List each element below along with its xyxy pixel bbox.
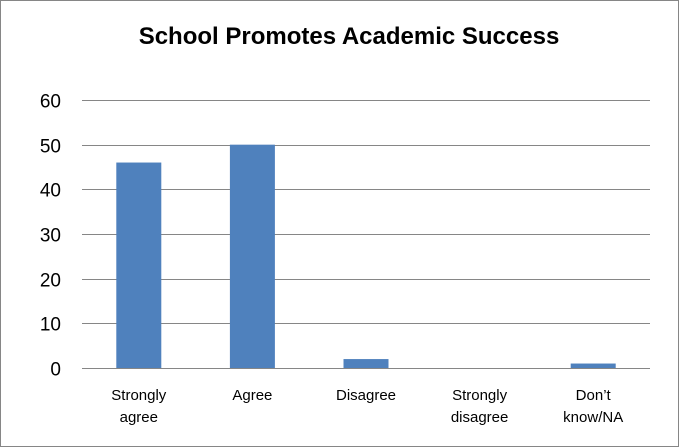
bars [116, 144, 616, 368]
y-tick-label: 50 [40, 137, 61, 158]
x-tick-label: Strongly disagree [451, 387, 509, 426]
y-tick-label: 10 [40, 315, 61, 336]
x-axis-ticks: Strongly agree Agree Disagree Strongly disagr… [111, 387, 623, 426]
x-tick-label: Strongly agree [111, 387, 167, 426]
bar [116, 162, 162, 368]
chart-title: School Promotes Academic Success [139, 23, 560, 50]
x-tick-label: Agree [232, 387, 272, 404]
y-axis-ticks: 0 10 20 30 40 50 60 [40, 92, 61, 381]
bar [570, 363, 616, 368]
y-tick-label: 60 [40, 92, 61, 113]
x-tick-label: Don’t know/NA [563, 387, 623, 426]
y-tick-label: 40 [40, 181, 61, 202]
y-tick-label: 30 [40, 226, 61, 247]
x-tick-label: Disagree [336, 387, 396, 404]
gridlines [82, 100, 650, 369]
bar [343, 359, 389, 368]
y-tick-label: 20 [40, 271, 61, 292]
bar [229, 144, 275, 368]
y-tick-label: 0 [50, 360, 61, 381]
